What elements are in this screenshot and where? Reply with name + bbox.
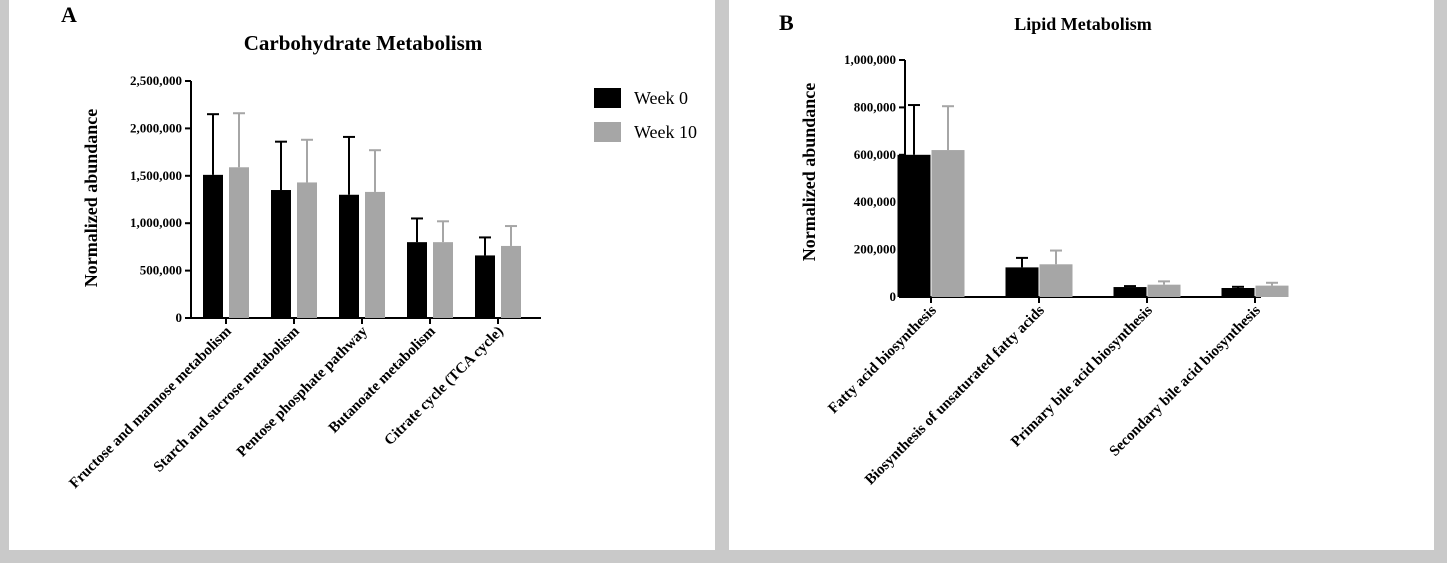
legend: Week 0 Week 10 bbox=[594, 88, 697, 142]
c1-y-tick-label: 200,000 bbox=[854, 242, 896, 257]
c0-category-label-citrate-cycle-tca-cycle: Citrate cycle (TCA cycle) bbox=[382, 324, 507, 449]
c1-y-tick-label: 0 bbox=[890, 289, 897, 304]
c0-bar-week-0-pentose-phosphate-pathway bbox=[339, 194, 359, 318]
chart-a: A Carbohydrate Metabolism Normalized abu… bbox=[61, 2, 697, 492]
c0-y-tick-label: 2,000,000 bbox=[130, 120, 182, 135]
c0-bar-week-10-butanoate-metabolism bbox=[433, 242, 453, 318]
c1-y-tick-label: 1,000,000 bbox=[844, 52, 896, 67]
c0-y-tick-label: 0 bbox=[176, 310, 183, 325]
panel-letter-b: B bbox=[779, 10, 794, 35]
c1-bar-week-10-biosynthesis-of-unsaturated-fatty-acids bbox=[1039, 264, 1073, 297]
c1-category-label-biosynthesis-of-unsaturated-fatty-acids: Biosynthesis of unsaturated fatty acids bbox=[862, 302, 1048, 488]
c1-bar-week-0-biosynthesis-of-unsaturated-fatty-acids bbox=[1005, 267, 1039, 297]
c0-bar-week-0-citrate-cycle-tca-cycle bbox=[475, 255, 495, 318]
c0-category-label-pentose-phosphate-pathway: Pentose phosphate pathway bbox=[234, 323, 371, 460]
legend-swatch-week-10 bbox=[594, 122, 621, 142]
c0-bar-week-0-starch-and-sucrose-metabolism bbox=[271, 190, 291, 318]
c1-bar-week-0-fatty-acid-biosynthesis bbox=[897, 154, 931, 297]
c0-bar-week-10-fructose-and-mannose-metabolism bbox=[229, 167, 249, 318]
c1-bar-week-0-secondary-bile-acid-biosynthesis bbox=[1221, 287, 1255, 297]
plot-area-a: 0 500,000 1,000,000 1,500,000 2,000,000 2,500… bbox=[66, 73, 541, 492]
legend-label-week-0: Week 0 bbox=[634, 88, 688, 108]
panel-b: B Lipid Metabolism Normalized abundance … bbox=[729, 0, 1434, 550]
c0-y-tick-label: 1,000,000 bbox=[130, 215, 182, 230]
c1-bar-week-10-fatty-acid-biosynthesis bbox=[931, 150, 965, 297]
c0-y-tick-label: 2,500,000 bbox=[130, 73, 182, 88]
chart-title-b: Lipid Metabolism bbox=[1014, 14, 1152, 34]
plot-area-b: 0 200,000 400,000 600,000 800,000 1,000,000 Fa… bbox=[825, 52, 1289, 488]
chart-title-a: Carbohydrate Metabolism bbox=[244, 31, 483, 55]
c1-bar-week-0-primary-bile-acid-biosynthesis bbox=[1113, 287, 1147, 297]
panel-a: A Carbohydrate Metabolism Normalized abu… bbox=[9, 0, 715, 550]
c0-bar-week-10-pentose-phosphate-pathway bbox=[365, 191, 385, 318]
c0-y-tick-label: 500,000 bbox=[140, 263, 182, 278]
c1-y-tick-label: 800,000 bbox=[854, 99, 896, 114]
panel-letter-a: A bbox=[61, 2, 77, 27]
legend-swatch-week-0 bbox=[594, 88, 621, 108]
c0-y-tick-label: 1,500,000 bbox=[130, 168, 182, 183]
y-axis-label-a: Normalized abundance bbox=[81, 109, 101, 288]
chart-b: B Lipid Metabolism Normalized abundance … bbox=[779, 10, 1289, 488]
c1-bar-week-10-secondary-bile-acid-biosynthesis bbox=[1255, 285, 1289, 297]
c1-category-label-fatty-acid-biosynthesis: Fatty acid biosynthesis bbox=[825, 302, 940, 417]
c1-y-tick-label: 400,000 bbox=[854, 194, 896, 209]
c0-bar-week-0-butanoate-metabolism bbox=[407, 242, 427, 318]
c0-bar-week-10-citrate-cycle-tca-cycle bbox=[501, 245, 521, 318]
c1-bar-week-10-primary-bile-acid-biosynthesis bbox=[1147, 284, 1181, 297]
c0-category-label-starch-and-sucrose-metabolism: Starch and sucrose metabolism bbox=[151, 323, 303, 475]
y-axis-label-b: Normalized abundance bbox=[799, 83, 819, 262]
c1-y-tick-label: 600,000 bbox=[854, 147, 896, 162]
legend-label-week-10: Week 10 bbox=[634, 122, 697, 142]
c0-bar-week-10-starch-and-sucrose-metabolism bbox=[297, 182, 317, 318]
c0-bar-week-0-fructose-and-mannose-metabolism bbox=[203, 174, 223, 318]
